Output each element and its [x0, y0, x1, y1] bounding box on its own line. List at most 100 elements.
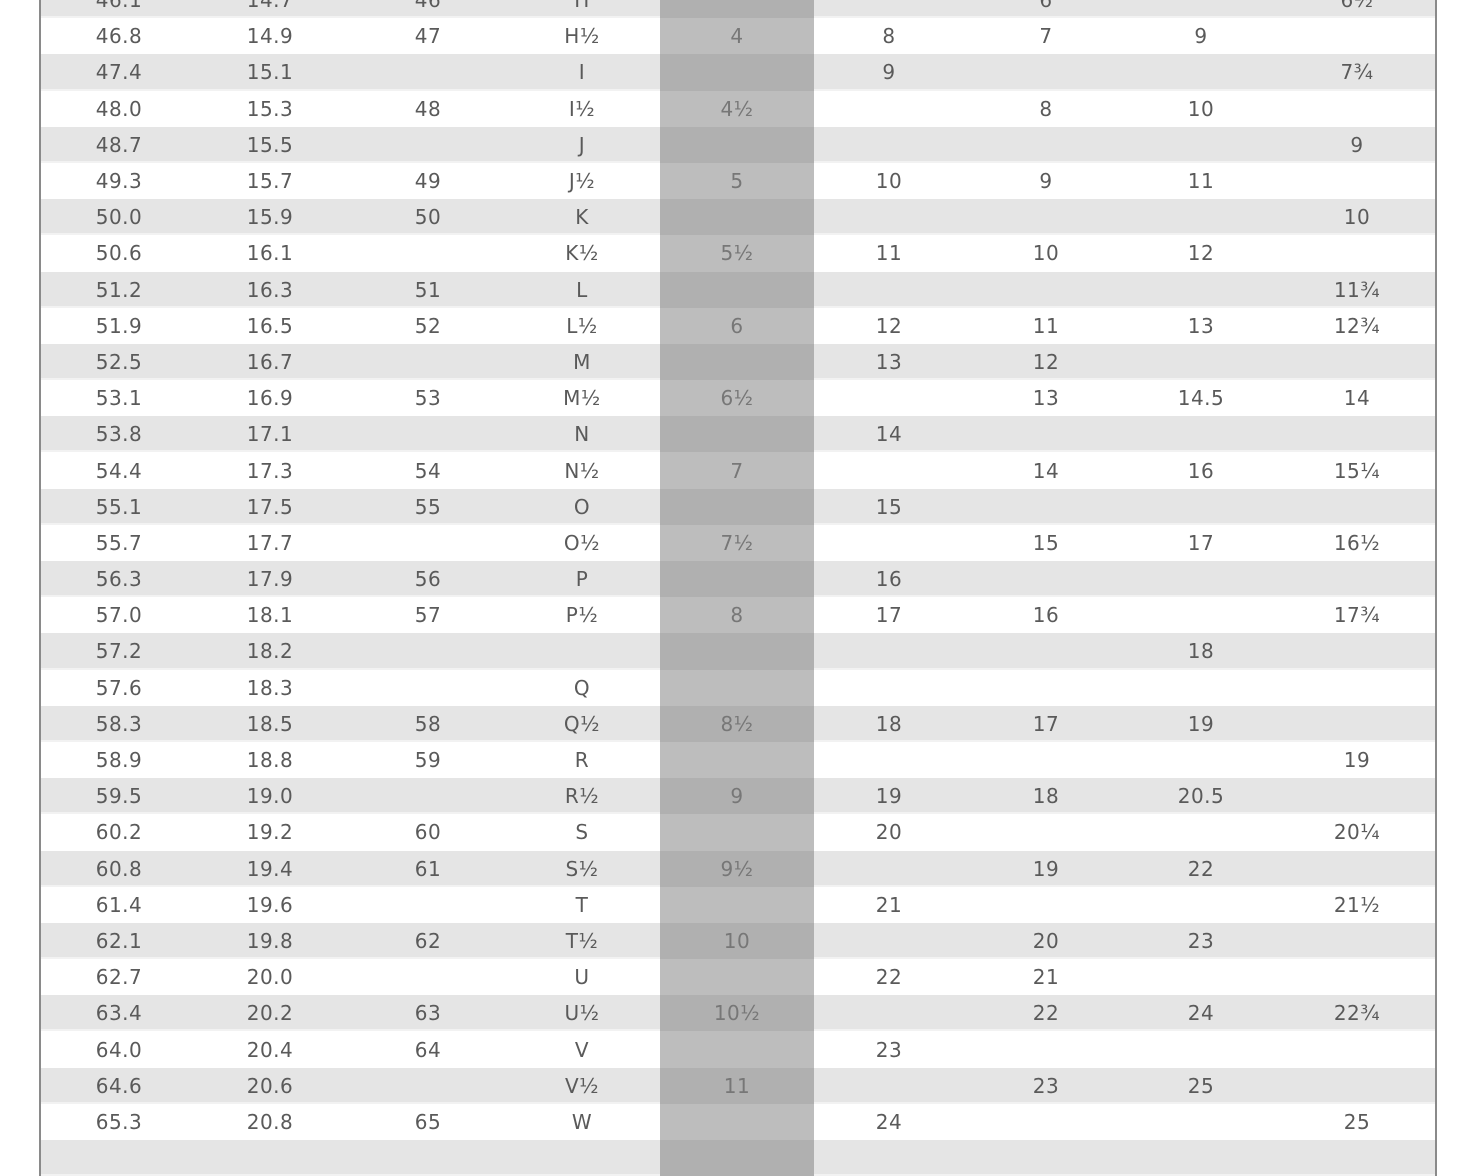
table-cell-col-1: 16.5	[246, 313, 294, 338]
table-cell-col-8	[1280, 1031, 1434, 1067]
table-cell-col-1: 19.4	[246, 856, 294, 881]
table-cell-col-7: 17	[1187, 530, 1215, 555]
table-cell-col-4: 4	[660, 18, 814, 55]
table-cell-col-1: 16.1	[246, 241, 294, 266]
table-cell-col-6	[969, 1104, 1123, 1140]
table-cell-col-8: 22¾	[1333, 1001, 1381, 1026]
table-cell-col-5: 17	[875, 603, 903, 628]
table-cell-col-0: 58.9	[95, 748, 143, 773]
table-row: 48.7 15.5 J 9	[41, 126, 1435, 164]
table-cell-col-6	[969, 127, 1123, 163]
table-cell-col-7: 22	[1187, 856, 1215, 881]
table-cell-col-0: 53.1	[95, 386, 143, 411]
table-cell-col-1: 17.7	[246, 530, 294, 555]
table-cell-col-8	[1280, 959, 1434, 995]
table-cell-col-0: 63.4	[95, 1001, 143, 1026]
table-row: 50.6 16.1 K½ 5½ 11 10 12	[41, 235, 1435, 272]
table-cell-col-6: 7	[1039, 24, 1053, 49]
table-cell-col-3: L	[576, 277, 588, 302]
table-cell-col-3: R	[574, 748, 590, 773]
table-cell-col-4	[660, 633, 814, 670]
table-cell-col-6	[969, 1140, 1123, 1176]
table-cell-col-6	[969, 54, 1123, 90]
table-cell-col-3: T	[575, 892, 589, 917]
table-cell-col-0: 52.5	[95, 349, 143, 374]
table-row: 56.3 17.9 56 P 16	[41, 561, 1435, 598]
table-cell-col-2	[351, 1140, 505, 1176]
table-cell-col-0: 55.7	[95, 530, 143, 555]
table-cell-col-3: T½	[565, 928, 599, 953]
table-cell-col-7	[1124, 344, 1278, 380]
table-cell-col-8: 17¾	[1333, 603, 1381, 628]
table-cell-col-0: 62.7	[95, 965, 143, 990]
table-cell-col-8	[1280, 163, 1434, 199]
table-cell-col-3: R½	[564, 784, 600, 809]
table-cell-col-2	[351, 344, 505, 380]
table-cell-col-3: Q½	[563, 711, 601, 736]
table-cell-col-8	[1280, 91, 1434, 127]
table-cell-col-1: 15.7	[246, 169, 294, 194]
table-cell-col-3: U½	[564, 1001, 600, 1026]
table-cell-col-4	[660, 814, 814, 851]
table-cell-col-4	[660, 959, 814, 996]
table-cell-col-5	[812, 633, 966, 669]
table-cell-col-6: 14	[1032, 458, 1060, 483]
table-cell-col-4	[660, 1031, 814, 1068]
table-row: 57.6 18.3 Q	[41, 669, 1435, 706]
table-cell-col-3: I½	[568, 96, 596, 121]
table-cell-col-3: V½	[564, 1073, 600, 1098]
table-cell-col-1: 15.1	[246, 60, 294, 85]
table-cell-col-0: 51.9	[95, 313, 143, 338]
table-row: 47.4 15.1 I 9 7¾	[41, 54, 1435, 91]
table-cell-col-8: 7¾	[1340, 60, 1374, 85]
table-row: 49.3 15.7 49 J½ 5 10 9 11	[41, 162, 1435, 200]
table-cell-col-0: 49.3	[95, 169, 143, 194]
table-cell-col-3: S½	[565, 856, 599, 881]
table-cell-col-5: 20	[875, 820, 903, 845]
table-cell-col-0: 53.8	[95, 422, 143, 447]
table-cell-col-3: J½	[568, 169, 596, 194]
table-cell-col-8	[1280, 923, 1434, 959]
table-cell-col-7	[1124, 272, 1278, 308]
table-cell-col-7	[1124, 0, 1278, 18]
table-cell-col-0: 55.1	[95, 494, 143, 519]
table-cell-col-1	[193, 1140, 347, 1176]
table-cell-col-7	[1124, 959, 1278, 995]
table-cell-col-2	[351, 127, 505, 163]
table-row: 60.2 19.2 60 S 20 20¼	[41, 814, 1435, 851]
table-cell-col-1: 19.2	[246, 820, 294, 845]
table-cell-col-2	[351, 959, 505, 995]
table-cell-col-1: 20.4	[246, 1037, 294, 1062]
table-cell-col-5	[812, 272, 966, 308]
table-cell-col-4: 7½	[660, 524, 814, 561]
table-cell-col-4	[660, 271, 814, 308]
table-cell-col-6	[969, 561, 1123, 597]
table-cell-col-5	[812, 127, 966, 163]
table-cell-col-6	[969, 887, 1123, 923]
table-cell-col-4	[660, 488, 814, 525]
table-row: 55.7 17.7 O½ 7½ 15 17 16½	[41, 524, 1435, 561]
table-cell-col-5: 12	[875, 313, 903, 338]
table-cell-col-0: 50.6	[95, 241, 143, 266]
table-cell-col-8: 11¾	[1333, 277, 1381, 302]
table-cell-col-5	[812, 0, 966, 18]
table-cell-col-6	[969, 814, 1123, 850]
table-cell-col-4	[660, 561, 814, 598]
table-cell-col-8: 21½	[1333, 892, 1381, 917]
table-cell-col-7	[1124, 597, 1278, 633]
table-row: 51.2 16.3 51 L 11¾	[41, 271, 1435, 308]
table-cell-col-0: 46.1	[95, 0, 143, 13]
table-cell-col-7: 12	[1187, 241, 1215, 266]
table-cell-col-7: 19	[1187, 711, 1215, 736]
table-cell-col-7: 11	[1187, 169, 1215, 194]
table-cell-col-7: 16	[1187, 458, 1215, 483]
table-cell-col-7: 20.5	[1177, 784, 1225, 809]
table-cell-col-6	[969, 199, 1123, 235]
table-cell-col-1: 17.3	[246, 458, 294, 483]
table-cell-col-2	[351, 887, 505, 923]
table-cell-col-5: 9	[882, 60, 896, 85]
table-cell-col-8: 25	[1343, 1109, 1371, 1134]
table-cell-col-6	[969, 416, 1123, 452]
table-cell-col-2: 59	[414, 748, 442, 773]
table-cell-col-8: 19	[1343, 748, 1371, 773]
